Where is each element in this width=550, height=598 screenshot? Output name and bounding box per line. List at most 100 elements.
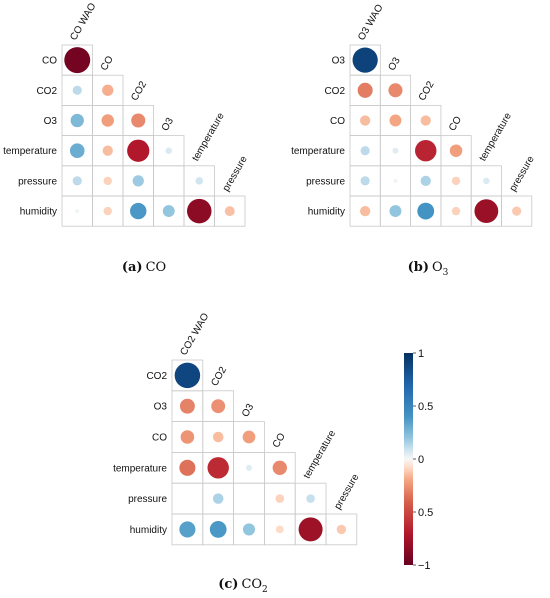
colorbar: 1 0.5 0 0.5 −1	[404, 348, 433, 572]
col-label-temperature: temperature	[477, 111, 514, 164]
corr-circle-pressure-co	[103, 176, 112, 186]
corr-circle-humidity-o3	[162, 205, 175, 218]
row-label-humidity: humidity	[130, 525, 167, 536]
row-label-pressure: pressure	[18, 176, 57, 187]
corr-circle-o3-co2	[131, 113, 146, 128]
row-label-temperature: temperature	[113, 463, 167, 474]
corr-circle-co2-co2-wao	[174, 362, 201, 389]
colorbar-gradient	[404, 353, 413, 565]
corr-circle-pressure-o3	[393, 179, 398, 183]
corr-circle-co-co2-wao	[180, 430, 195, 444]
corr-circle-o3-co2-wao	[179, 398, 195, 414]
grid-cell	[233, 482, 265, 515]
corr-circle-humidity-temperature	[298, 517, 323, 542]
row-label-humidity: humidity	[308, 207, 345, 218]
grid-cell	[214, 195, 246, 227]
corr-circle-humidity-co-wao	[75, 209, 80, 213]
grid-cell	[325, 513, 358, 546]
caption-co2: (c) CO2	[218, 577, 268, 595]
corr-circle-temperature-co-wao	[69, 143, 85, 158]
panel-o3: O3 CO2 CO temperature pressure humidity O3 WAO…	[291, 2, 537, 227]
col-label-o3: O3	[387, 55, 403, 72]
corr-circle-pressure-co2	[212, 493, 224, 504]
corr-circle-co-o3-wao	[359, 115, 371, 126]
row-label-co2: CO2	[36, 86, 57, 97]
caption-o3: (b) O3	[408, 260, 449, 278]
corr-circle-pressure-co-wao	[72, 176, 82, 186]
col-label-co2: CO2	[209, 365, 229, 389]
col-label-co: CO	[99, 54, 116, 73]
corr-circle-pressure-temperature	[483, 177, 490, 185]
row-label-co: CO	[330, 116, 345, 127]
corr-circle-co2-o3	[388, 83, 403, 98]
grid-cell	[153, 165, 185, 197]
corr-circle-humidity-co2-wao	[179, 521, 196, 538]
row-label-co: CO	[152, 433, 167, 444]
corr-circle-humidity-temperature	[186, 198, 212, 224]
col-label-co2-wao: CO2 WAO	[178, 311, 211, 357]
colorbar-tick-label: 0.5	[418, 401, 433, 413]
row-label-o3: O3	[44, 116, 58, 127]
row-label-pressure: pressure	[306, 176, 345, 187]
corr-circle-co-o3	[242, 430, 256, 444]
corr-circle-humidity-co	[103, 206, 112, 216]
corr-circle-temperature-co2	[127, 139, 150, 162]
row-label-o3: O3	[332, 56, 346, 67]
row-label-temperature: temperature	[291, 146, 345, 157]
corr-circle-pressure-co2	[420, 175, 431, 187]
corr-circle-temperature-o3	[245, 464, 253, 471]
corr-circle-co-co-wao	[64, 47, 91, 74]
corr-circle-o3-co2	[211, 399, 226, 414]
col-label-co2: CO2	[129, 79, 149, 103]
corr-circle-temperature-co	[102, 145, 113, 156]
corr-circle-pressure-co2	[132, 175, 144, 187]
corr-circle-temperature-o3-wao	[360, 146, 370, 156]
corr-circle-co-co2	[212, 431, 224, 443]
corr-circle-humidity-co2	[209, 521, 227, 538]
col-label-temperature: temperature	[190, 111, 227, 164]
corr-circle-co-co2	[420, 115, 431, 126]
corr-circle-humidity-pressure	[336, 524, 347, 535]
corr-circle-humidity-co2	[417, 202, 435, 220]
corr-circle-temperature-o3	[392, 147, 399, 154]
row-label-co: CO	[42, 56, 57, 67]
corr-circle-humidity-o3-wao	[359, 205, 371, 217]
corr-circle-humidity-pressure	[224, 206, 235, 217]
row-label-co2: CO2	[146, 371, 167, 382]
corr-circle-humidity-pressure	[512, 206, 522, 216]
corr-circle-humidity-o3	[242, 523, 256, 536]
corr-circle-temperature-co2-wao	[179, 459, 196, 476]
corr-circle-humidity-co	[275, 525, 284, 534]
corr-circle-temperature-co	[449, 144, 463, 157]
colorbar-tick-label: −1	[418, 560, 431, 572]
col-label-pressure: pressure	[221, 154, 250, 194]
corr-circle-o3-co-wao	[70, 113, 84, 128]
row-label-humidity: humidity	[20, 207, 57, 218]
caption-co: (a) CO	[122, 260, 166, 275]
corr-circle-temperature-o3	[165, 147, 173, 154]
colorbar-ticks: 1 0.5 0 0.5 −1	[413, 348, 433, 572]
col-label-o3-wao: O3 WAO	[356, 2, 385, 42]
corr-circle-pressure-temperature	[306, 494, 315, 503]
corr-circle-pressure-co	[451, 176, 461, 186]
col-label-co: CO	[447, 114, 464, 133]
row-label-pressure: pressure	[128, 494, 167, 505]
row-label-co2: CO2	[324, 86, 345, 97]
row-label-temperature: temperature	[3, 146, 57, 157]
corr-circle-humidity-co2	[130, 202, 147, 220]
colorbar-tick-label: 1	[418, 348, 424, 360]
corr-circle-pressure-co	[275, 494, 285, 503]
corr-circle-co2-co-wao	[72, 85, 82, 95]
corr-circle-o3-co	[101, 114, 114, 127]
corr-circle-temperature-co2	[415, 139, 437, 162]
corr-circle-o3-o3-wao	[352, 47, 378, 73]
grid-cell	[501, 195, 533, 227]
corr-circle-temperature-co2	[207, 457, 229, 479]
col-label-temperature: temperature	[302, 428, 339, 481]
corr-circle-co2-o3-wao	[357, 82, 373, 98]
col-label-co: CO	[271, 431, 288, 450]
row-label-o3: O3	[154, 402, 168, 413]
colorbar-tick-label: 0.5	[418, 507, 433, 519]
corr-circle-humidity-co	[451, 206, 461, 216]
